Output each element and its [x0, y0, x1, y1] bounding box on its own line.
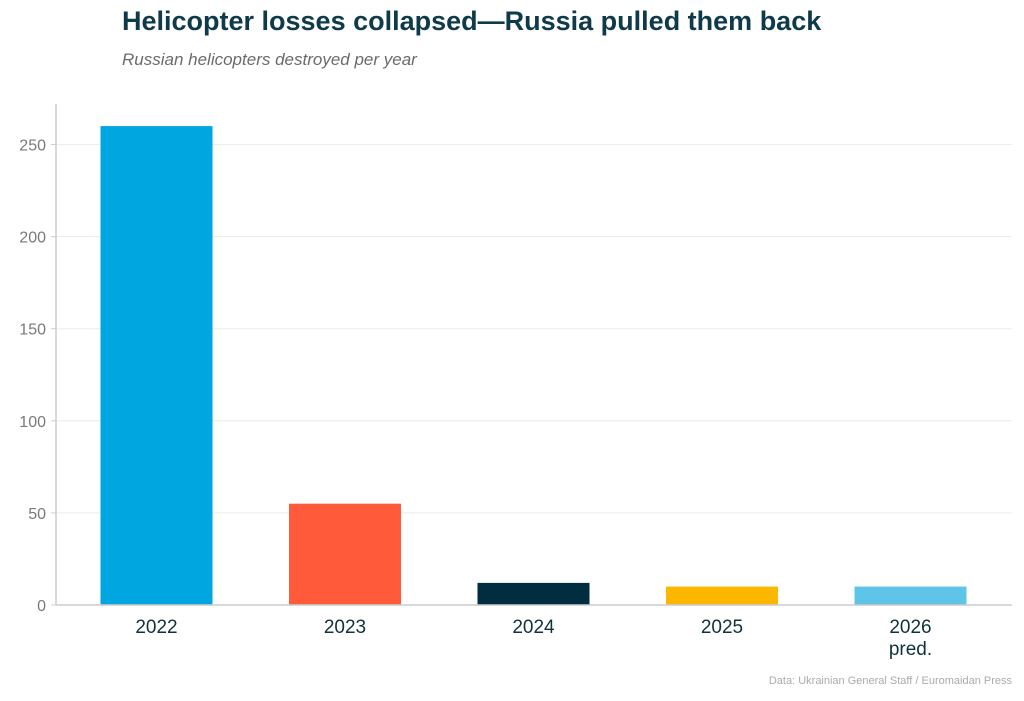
gridlines — [56, 144, 1012, 514]
x-tick-label-line: 2026 — [889, 617, 931, 638]
x-tick-label-line: pred. — [889, 639, 932, 660]
y-tick-label: 150 — [19, 322, 46, 339]
axis-labels: 0 50 100 150 200 250 2022 2023 2024 2025 2026 pred. — [19, 138, 932, 660]
bar-2026 — [854, 586, 967, 605]
chart-subtitle: Russian helicopters destroyed per year — [122, 50, 417, 69]
bar-2024 — [477, 582, 590, 605]
y-tick-label: 200 — [19, 230, 46, 247]
x-tick-label: 2024 — [512, 617, 555, 638]
x-tick-label-line: 2024 — [512, 617, 555, 638]
x-tick-label: 2023 — [324, 617, 366, 638]
bar-2023 — [289, 503, 401, 605]
y-tick-label: 50 — [28, 506, 46, 523]
axes — [51, 104, 1012, 606]
chart-title: Helicopter losses collapsed—Russia pulle… — [122, 6, 822, 36]
y-tick-label: 0 — [37, 598, 46, 615]
x-tick-label-line: 2022 — [135, 617, 177, 638]
y-tick-label: 250 — [19, 138, 46, 155]
bars — [100, 126, 967, 606]
x-tick-label: 2022 — [135, 617, 177, 638]
x-tick-label: 2026 pred. — [889, 617, 932, 660]
x-tick-label: 2025 — [701, 617, 743, 638]
bar-2025 — [666, 586, 778, 605]
source-note: Data: Ukrainian General Staff / Euromaid… — [768, 675, 1012, 687]
y-tick-label: 100 — [19, 414, 46, 431]
x-tick-label-line: 2023 — [324, 617, 366, 638]
x-tick-label-line: 2025 — [701, 617, 743, 638]
bar-2022 — [100, 126, 213, 606]
